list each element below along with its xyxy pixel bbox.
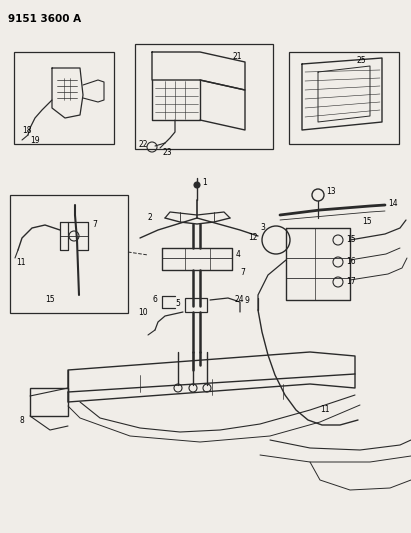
Text: 13: 13	[326, 188, 336, 197]
Text: 24: 24	[234, 295, 244, 304]
Text: 7: 7	[92, 220, 97, 229]
Text: 15: 15	[45, 295, 55, 304]
Text: 15: 15	[362, 217, 372, 227]
Text: 17: 17	[346, 278, 356, 287]
Text: 18: 18	[22, 126, 32, 135]
Text: 7: 7	[240, 268, 245, 277]
Text: 15: 15	[346, 236, 356, 245]
Text: 3: 3	[260, 223, 265, 232]
Text: 16: 16	[346, 257, 356, 266]
Text: 12: 12	[249, 233, 258, 243]
Text: 25: 25	[356, 56, 366, 65]
Text: 11: 11	[320, 405, 330, 414]
Text: 6: 6	[152, 295, 157, 304]
Text: 9: 9	[244, 296, 249, 305]
Text: 11: 11	[16, 258, 25, 267]
Text: 21: 21	[232, 52, 242, 61]
Text: 23: 23	[162, 148, 172, 157]
Bar	[135, 44, 273, 149]
Bar	[185, 298, 207, 312]
Bar	[14, 52, 114, 144]
Text: 1: 1	[202, 178, 207, 187]
Text: 14: 14	[388, 199, 397, 208]
Text: 9151 3600 A: 9151 3600 A	[8, 14, 81, 24]
Text: 10: 10	[139, 308, 148, 317]
Text: 4: 4	[236, 250, 241, 259]
Text: 5: 5	[175, 300, 180, 309]
Text: 2: 2	[147, 214, 152, 222]
Circle shape	[194, 182, 200, 188]
Text: 8: 8	[19, 416, 24, 425]
Bar	[289, 52, 399, 144]
Bar	[30, 388, 68, 416]
Bar	[10, 195, 128, 313]
Text: 19: 19	[30, 136, 39, 145]
Text: 22: 22	[139, 140, 148, 149]
